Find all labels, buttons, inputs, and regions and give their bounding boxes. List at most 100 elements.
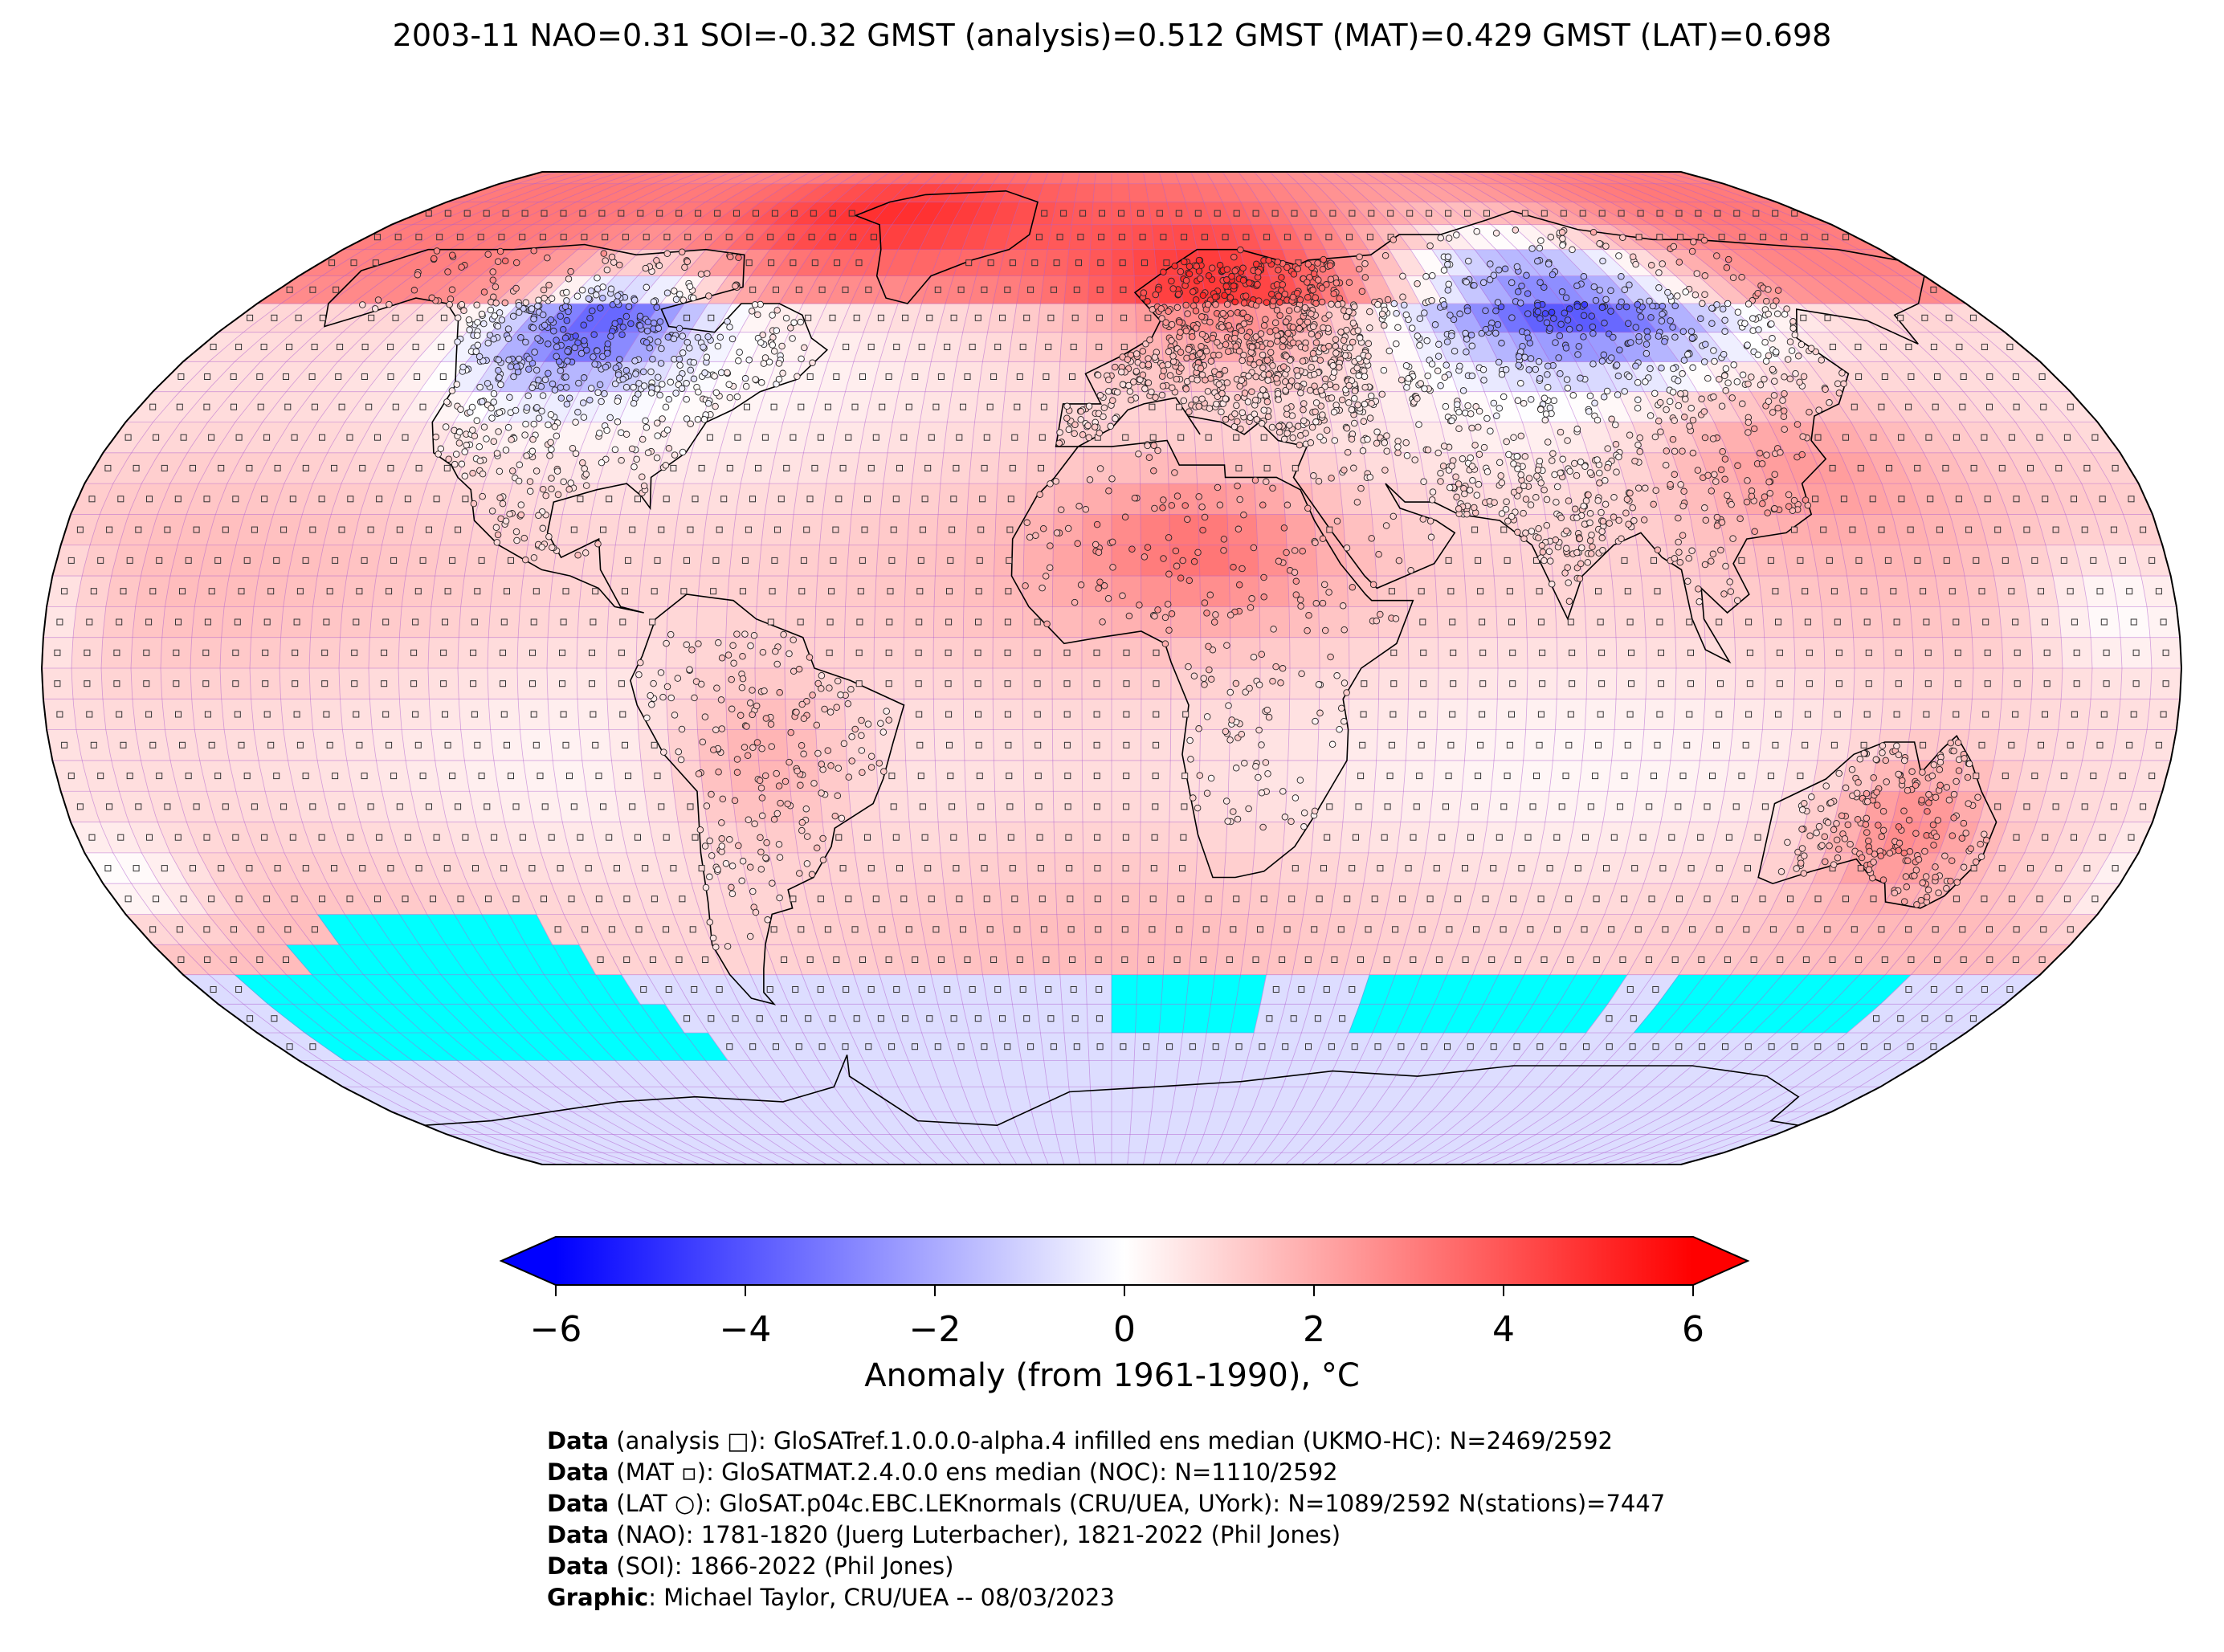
analysis-square-marker xyxy=(945,618,953,626)
analysis-square-marker xyxy=(1233,895,1240,903)
analysis-square-marker xyxy=(857,588,864,595)
grid-cell xyxy=(1195,852,1226,884)
analysis-square-marker xyxy=(1176,926,1183,933)
analysis-square-marker xyxy=(2071,618,2078,626)
analysis-square-marker xyxy=(1150,865,1157,872)
analysis-square-marker xyxy=(1656,234,1663,241)
station-circle-marker xyxy=(603,426,610,434)
analysis-square-marker xyxy=(625,557,631,564)
analysis-square-marker xyxy=(533,588,540,595)
station-circle-marker xyxy=(580,414,588,421)
analysis-square-marker xyxy=(1787,895,1793,903)
analysis-square-marker xyxy=(1099,210,1105,217)
station-circle-marker xyxy=(465,316,473,324)
station-circle-marker xyxy=(490,335,497,343)
analysis-square-marker xyxy=(2128,496,2135,503)
analysis-square-marker xyxy=(2023,803,2030,810)
grid-cell xyxy=(1111,172,1129,185)
analysis-square-marker xyxy=(1753,210,1760,217)
station-circle-marker xyxy=(754,311,761,319)
analysis-square-marker xyxy=(1426,895,1434,903)
analysis-square-marker xyxy=(1328,1043,1335,1050)
analysis-square-marker xyxy=(2100,711,2108,718)
grid-cell xyxy=(1161,974,1190,1005)
analysis-square-marker xyxy=(1509,649,1516,656)
analysis-square-marker xyxy=(1419,711,1426,718)
station-circle-marker xyxy=(630,399,638,407)
grid-cell xyxy=(1198,790,1229,822)
analysis-square-marker xyxy=(1565,895,1573,903)
station-circle-marker xyxy=(1267,328,1274,336)
station-circle-marker xyxy=(633,455,640,463)
station-circle-marker xyxy=(663,289,671,296)
analysis-square-marker xyxy=(663,234,671,241)
analysis-square-marker xyxy=(444,210,451,217)
analysis-square-marker xyxy=(234,711,241,718)
analysis-square-marker xyxy=(1292,865,1299,872)
grid-cell xyxy=(1198,760,1230,792)
analysis-square-marker xyxy=(829,1015,836,1022)
analysis-square-marker xyxy=(1610,834,1618,841)
analysis-square-marker xyxy=(1063,711,1071,718)
analysis-square-marker xyxy=(570,803,577,810)
analysis-square-marker xyxy=(1687,865,1695,872)
analysis-square-marker xyxy=(1536,1043,1544,1050)
station-circle-marker xyxy=(498,316,506,324)
analysis-square-marker xyxy=(530,618,537,626)
analysis-square-marker xyxy=(1506,741,1513,748)
analysis-square-marker xyxy=(1094,834,1101,841)
station-circle-marker xyxy=(572,332,579,340)
analysis-square-marker xyxy=(153,895,160,903)
station-circle-marker xyxy=(650,319,658,327)
analysis-square-marker xyxy=(500,865,508,872)
analysis-square-marker xyxy=(833,373,840,380)
analysis-square-marker xyxy=(581,234,588,241)
analysis-square-marker xyxy=(361,773,368,780)
analysis-square-marker xyxy=(934,286,941,293)
analysis-square-marker xyxy=(462,834,469,841)
analysis-square-marker xyxy=(562,588,569,595)
analysis-square-marker xyxy=(1479,711,1486,718)
analysis-square-marker xyxy=(2052,526,2059,533)
station-circle-marker xyxy=(513,536,520,545)
analysis-square-marker xyxy=(474,588,481,595)
analysis-square-marker xyxy=(2099,496,2106,503)
analysis-square-marker xyxy=(1908,373,1915,380)
analysis-square-marker xyxy=(824,926,831,933)
analysis-square-marker xyxy=(1973,557,1980,564)
grid-cell xyxy=(1170,606,1202,638)
analysis-square-marker xyxy=(600,803,606,810)
analysis-square-marker xyxy=(203,403,210,410)
analysis-square-marker xyxy=(557,865,564,872)
station-circle-marker xyxy=(539,392,547,399)
station-circle-marker xyxy=(582,549,590,557)
analysis-square-marker xyxy=(1651,773,1657,780)
station-circle-marker xyxy=(679,448,687,456)
analysis-square-marker xyxy=(387,865,394,872)
analysis-square-marker xyxy=(208,588,215,595)
analysis-square-marker xyxy=(994,344,1002,350)
analysis-square-marker xyxy=(1806,649,1813,656)
analysis-square-marker xyxy=(1626,986,1634,993)
analysis-square-marker xyxy=(855,680,863,687)
analysis-square-marker xyxy=(867,865,875,872)
station-circle-marker xyxy=(659,415,666,422)
analysis-square-marker xyxy=(1842,895,1849,903)
analysis-square-marker xyxy=(286,344,293,350)
analysis-square-marker xyxy=(1056,234,1063,241)
analysis-square-marker xyxy=(1553,834,1561,841)
analysis-square-marker xyxy=(1040,926,1047,933)
analysis-square-marker xyxy=(2100,618,2108,626)
analysis-square-marker xyxy=(1009,865,1016,872)
station-circle-marker xyxy=(565,486,573,493)
station-circle-marker xyxy=(548,446,555,453)
analysis-square-marker xyxy=(1479,618,1486,626)
station-circle-marker xyxy=(546,452,553,459)
analysis-square-marker xyxy=(965,259,973,267)
analysis-square-marker xyxy=(1767,773,1774,780)
station-circle-marker xyxy=(606,414,614,422)
analysis-square-marker xyxy=(443,464,451,471)
station-circle-marker xyxy=(679,332,687,340)
analysis-square-marker xyxy=(1536,741,1543,748)
station-circle-marker xyxy=(761,354,769,361)
